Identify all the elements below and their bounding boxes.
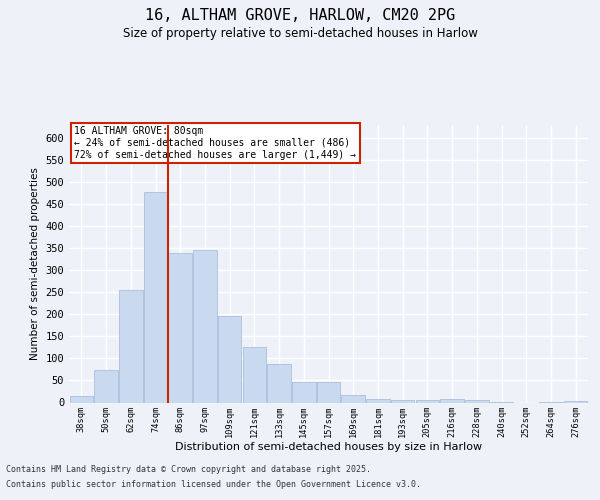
Bar <box>440 399 464 402</box>
Bar <box>465 400 488 402</box>
Text: Contains HM Land Registry data © Crown copyright and database right 2025.: Contains HM Land Registry data © Crown c… <box>6 465 371 474</box>
Bar <box>119 290 143 403</box>
Bar <box>317 382 340 402</box>
Bar <box>564 400 587 402</box>
Bar <box>193 250 217 402</box>
Bar <box>391 400 415 402</box>
Bar <box>292 382 316 402</box>
Bar <box>366 400 389 402</box>
Text: 16 ALTHAM GROVE: 80sqm
← 24% of semi-detached houses are smaller (486)
72% of se: 16 ALTHAM GROVE: 80sqm ← 24% of semi-det… <box>74 126 356 160</box>
Text: 16, ALTHAM GROVE, HARLOW, CM20 2PG: 16, ALTHAM GROVE, HARLOW, CM20 2PG <box>145 8 455 22</box>
Bar <box>70 396 93 402</box>
Text: Contains public sector information licensed under the Open Government Licence v3: Contains public sector information licen… <box>6 480 421 489</box>
Bar <box>416 400 439 402</box>
Bar <box>242 348 266 403</box>
Text: Size of property relative to semi-detached houses in Harlow: Size of property relative to semi-detach… <box>122 28 478 40</box>
Bar <box>169 252 192 402</box>
Bar <box>341 395 365 402</box>
Bar <box>94 370 118 402</box>
Bar <box>268 364 291 403</box>
Text: Distribution of semi-detached houses by size in Harlow: Distribution of semi-detached houses by … <box>175 442 482 452</box>
Bar <box>218 316 241 402</box>
Y-axis label: Number of semi-detached properties: Number of semi-detached properties <box>30 168 40 360</box>
Bar <box>144 192 167 402</box>
